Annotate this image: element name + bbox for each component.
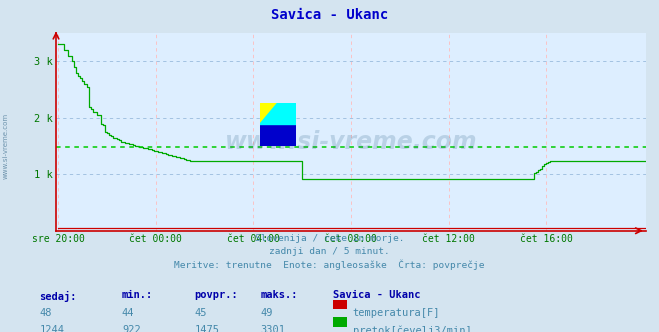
Polygon shape bbox=[260, 124, 296, 146]
Text: 45: 45 bbox=[194, 308, 207, 318]
Text: temperatura[F]: temperatura[F] bbox=[353, 308, 440, 318]
Text: povpr.:: povpr.: bbox=[194, 290, 238, 300]
Text: Slovenija / reke in morje.: Slovenija / reke in morje. bbox=[255, 234, 404, 243]
Text: Savica - Ukanc: Savica - Ukanc bbox=[333, 290, 420, 300]
Text: maks.:: maks.: bbox=[260, 290, 298, 300]
Text: zadnji dan / 5 minut.: zadnji dan / 5 minut. bbox=[269, 247, 390, 256]
Text: sedaj:: sedaj: bbox=[40, 290, 77, 301]
Text: 3301: 3301 bbox=[260, 325, 285, 332]
Text: Savica - Ukanc: Savica - Ukanc bbox=[271, 8, 388, 22]
Polygon shape bbox=[277, 103, 296, 124]
Text: 44: 44 bbox=[122, 308, 134, 318]
Polygon shape bbox=[260, 103, 296, 124]
Text: pretok[čevelj3/min]: pretok[čevelj3/min] bbox=[353, 325, 471, 332]
Polygon shape bbox=[260, 103, 277, 124]
Text: min.:: min.: bbox=[122, 290, 153, 300]
Text: www.si-vreme.com: www.si-vreme.com bbox=[225, 130, 477, 154]
Text: 922: 922 bbox=[122, 325, 140, 332]
Text: 1475: 1475 bbox=[194, 325, 219, 332]
Text: 1244: 1244 bbox=[40, 325, 65, 332]
Text: www.si-vreme.com: www.si-vreme.com bbox=[2, 113, 9, 179]
Text: 48: 48 bbox=[40, 308, 52, 318]
Text: 49: 49 bbox=[260, 308, 273, 318]
Text: Meritve: trenutne  Enote: angleosaške  Črta: povprečje: Meritve: trenutne Enote: angleosaške Črt… bbox=[174, 259, 485, 270]
